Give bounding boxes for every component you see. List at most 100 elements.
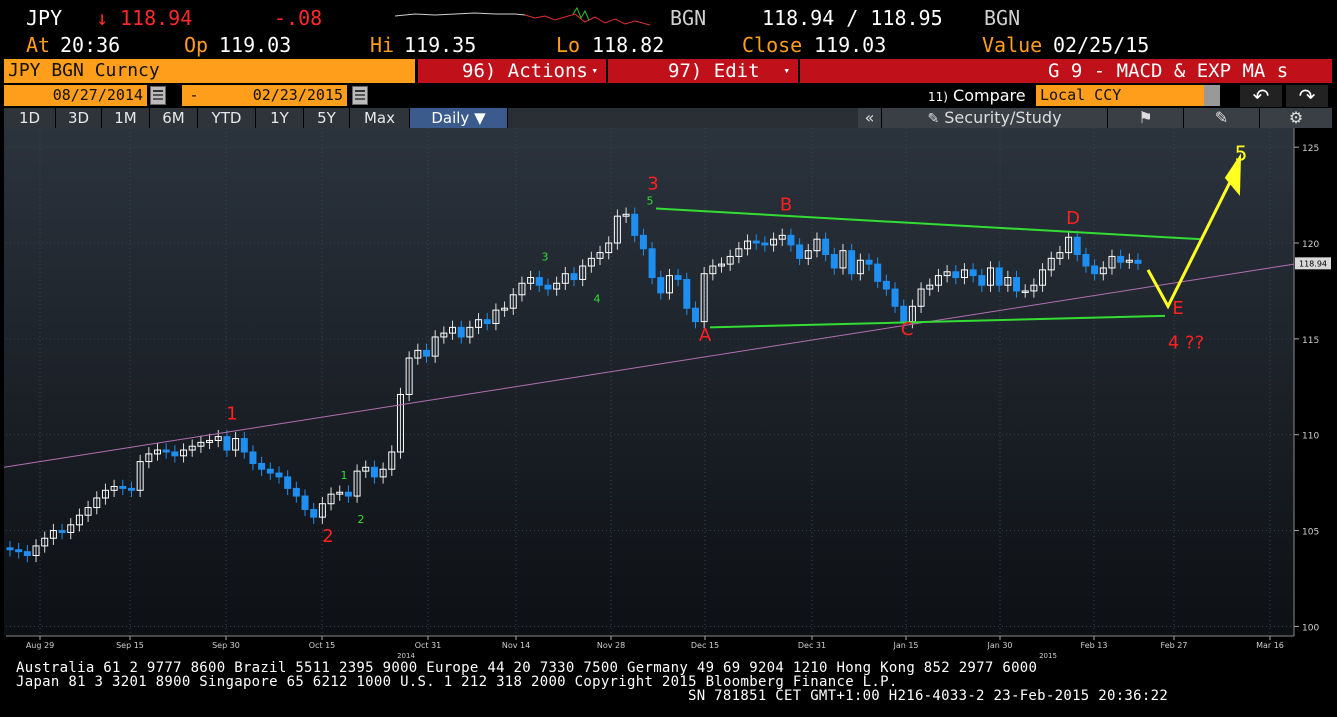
tab-1d[interactable]: 1D	[4, 108, 56, 128]
template-menu[interactable]: G 9 - MACD & EXP MA s	[800, 59, 1332, 83]
calendar-icon[interactable]	[150, 86, 166, 105]
last-price: 118.94	[120, 6, 193, 30]
candle-body	[284, 476, 292, 489]
candle-body	[162, 449, 170, 453]
candle-body	[457, 326, 465, 338]
x-tick-label: Sep 30	[212, 641, 240, 650]
candle-body	[266, 468, 274, 474]
open-label: Op	[184, 33, 209, 57]
tab-5y[interactable]: 5Y	[304, 108, 350, 128]
year-label: 2014	[397, 652, 415, 658]
candle-body	[735, 248, 743, 257]
tab-3d[interactable]: 3D	[56, 108, 102, 128]
edit-icon[interactable]: ✎	[1184, 108, 1260, 128]
collapse-button[interactable]: «	[858, 108, 882, 128]
candle-body	[648, 248, 656, 279]
security-study-button[interactable]: ✎ Security/Study	[882, 108, 1108, 128]
wave-label: 3	[542, 250, 549, 263]
candle-body	[752, 240, 760, 244]
y-tick-label: 110	[1302, 432, 1319, 442]
candle-body	[744, 240, 752, 250]
tab-1y[interactable]: 1Y	[256, 108, 304, 128]
candle-body	[119, 485, 127, 489]
wave-label: E	[1172, 298, 1183, 319]
x-tick-label: Dec 31	[798, 641, 826, 650]
grid-lines	[6, 128, 1294, 636]
candle-body	[258, 462, 266, 470]
at-label: At	[26, 33, 51, 57]
tab-ytd[interactable]: YTD	[198, 108, 256, 128]
candle-body	[605, 242, 613, 254]
x-tick-label: Nov 28	[597, 641, 625, 650]
candle-body	[1117, 255, 1125, 263]
candle-body	[154, 449, 162, 455]
net-change: -.08	[274, 6, 323, 30]
flag-icon[interactable]: ⚑	[1108, 108, 1184, 128]
security-study-label: Security/Study	[944, 108, 1062, 127]
candle-body	[206, 439, 214, 443]
start-date-field[interactable]: 08/27/2014	[4, 85, 147, 106]
chevron-down-icon[interactable]	[1204, 85, 1220, 106]
edit-label: 97) Edit	[668, 60, 760, 82]
x-tick-label: Dec 15	[691, 641, 719, 650]
y-tick-label: 105	[1302, 528, 1319, 538]
edit-menu[interactable]: 97) Edit ▾	[608, 59, 800, 83]
candle-body	[596, 252, 604, 259]
candle-body	[449, 326, 457, 334]
tab-6m[interactable]: 6M	[150, 108, 198, 128]
candle-body	[1065, 236, 1073, 254]
candle-body	[657, 277, 665, 294]
actions-menu[interactable]: 96) Actions ▾	[418, 59, 608, 83]
x-tick-label: Jan 15	[892, 641, 918, 650]
currency-select[interactable]: Local CCY	[1036, 85, 1204, 106]
y-axis: 125 120 115 110 105 100 118.94	[1293, 128, 1331, 636]
trend-drawings	[3, 153, 1295, 468]
candle-body	[67, 524, 75, 533]
close-label: Close	[742, 33, 803, 57]
period-select[interactable]: Daily ▼	[410, 108, 508, 128]
security-title[interactable]: JPY BGN Curncy	[4, 59, 415, 83]
candle-body	[778, 234, 786, 240]
undo-icon[interactable]: ↶	[1240, 85, 1282, 107]
tab-1m[interactable]: 1M	[102, 108, 150, 128]
high-value: 119.35	[404, 33, 477, 57]
gear-icon[interactable]: ⚙	[1260, 108, 1332, 128]
candle-body	[475, 319, 483, 328]
candle-body	[848, 250, 856, 275]
candle-body	[718, 263, 726, 267]
candle-body	[839, 250, 847, 269]
candle-series	[6, 207, 1142, 563]
date-separator: -	[182, 85, 206, 106]
candle-body	[917, 288, 925, 307]
calendar-icon[interactable]	[352, 86, 368, 105]
candle-body	[570, 273, 578, 280]
candle-body	[813, 238, 821, 252]
compare-button[interactable]: 11) Compare	[928, 85, 1026, 108]
candle-body	[145, 453, 153, 463]
end-date-field[interactable]: 02/23/2015	[206, 85, 347, 106]
candle-body	[310, 508, 318, 518]
footer-session: SN 781851 CET GMT+1:00 H216-4033-2 23-Fe…	[688, 688, 1169, 704]
candle-body	[136, 461, 144, 491]
candle-body	[969, 269, 977, 277]
wave-label: 4 ??	[1168, 332, 1204, 353]
x-tick-label: Jan 30	[986, 641, 1012, 650]
footer-phones-2: Japan 81 3 3201 8900 Singapore 65 6212 1…	[16, 674, 898, 690]
price-chart[interactable]: 1 2 3 4 ?? 5 A B C D E 1 2 3 4 5 125 120 115 110 105 100 118…	[0, 128, 1337, 658]
candle-body	[58, 530, 66, 533]
wave-label: A	[699, 325, 712, 346]
redo-icon[interactable]: ↷	[1286, 85, 1328, 107]
candle-body	[414, 349, 422, 359]
candle-body	[952, 271, 960, 279]
candle-body	[23, 551, 31, 556]
wave-label: 5	[1235, 142, 1248, 166]
candle-body	[891, 288, 899, 307]
tab-max[interactable]: Max	[350, 108, 410, 128]
candle-body	[622, 213, 630, 217]
x-tick-label: Nov 14	[502, 641, 530, 650]
candle-body	[466, 326, 474, 338]
candle-body	[509, 294, 517, 309]
candle-body	[1056, 252, 1064, 259]
candle-body	[544, 284, 552, 290]
x-tick-label: Mar 16	[1256, 641, 1284, 650]
